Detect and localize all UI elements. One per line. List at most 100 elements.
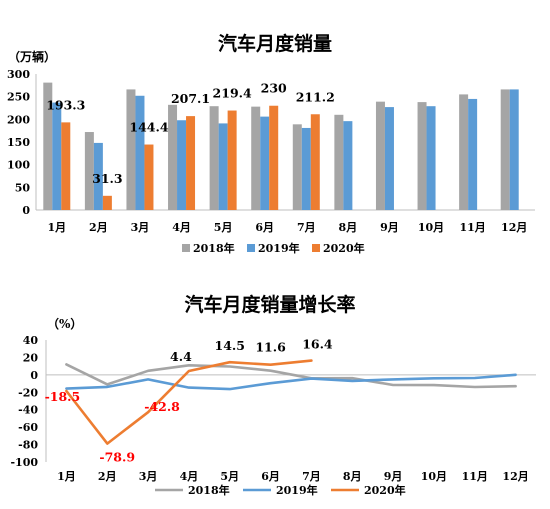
y-axis-unit-label: （万辆） — [8, 49, 56, 64]
x-tick-label: 5月 — [220, 470, 239, 483]
bar-2018年 — [84, 132, 94, 210]
bar-data-label: 207.1 — [171, 91, 210, 106]
bar-2018年 — [334, 114, 344, 210]
bar-2019年 — [343, 121, 353, 210]
line-data-label: -42.8 — [144, 399, 180, 414]
line-data-label: 11.6 — [255, 340, 286, 355]
bar-data-label: 230 — [261, 81, 287, 96]
bar-2020年 — [269, 105, 279, 210]
bar-2019年 — [177, 120, 187, 210]
legend-label: 2019年 — [276, 483, 318, 497]
bar-2020年 — [102, 195, 112, 210]
bar-2018年 — [417, 102, 427, 210]
bar-2020年 — [144, 144, 154, 210]
chart-title: 汽车月度销量 — [218, 32, 332, 55]
bar-2019年 — [135, 95, 145, 210]
legend-swatch-2018年 — [182, 244, 190, 252]
x-tick-label: 1月 — [47, 221, 66, 234]
x-tick-label: 5月 — [214, 221, 233, 234]
bar-2018年 — [459, 94, 469, 210]
y-tick-label: 100 — [7, 159, 30, 172]
x-tick-label: 11月 — [459, 221, 485, 234]
bar-2018年 — [500, 89, 510, 210]
x-tick-label: 2月 — [98, 470, 117, 483]
line-series-2018年 — [65, 363, 517, 389]
bar-2018年 — [251, 106, 261, 210]
x-tick-label: 7月 — [297, 221, 316, 234]
bar-2019年 — [509, 89, 519, 210]
bar-data-label: 144.4 — [129, 120, 168, 135]
bar-2019年 — [260, 116, 270, 210]
y-tick-label: 20 — [23, 351, 39, 364]
line-data-label: -18.5 — [45, 389, 81, 404]
y-tick-label: 40 — [23, 334, 39, 347]
bar-2019年 — [93, 142, 103, 210]
x-tick-label: 2月 — [89, 221, 108, 234]
x-tick-label: 9月 — [380, 221, 399, 234]
y-tick-label: 200 — [7, 113, 30, 126]
x-tick-label: 1月 — [57, 470, 76, 483]
legend-label: 2020年 — [364, 483, 406, 497]
bar-2019年 — [52, 102, 62, 210]
monthly-sales-bar-chart: 汽车月度销量 （万辆） 0 50 100 150 200 250 300 1月 2月 3月 4月 5月 6月… — [7, 32, 535, 255]
bar-2019年 — [426, 106, 436, 210]
y-axis-unit-label: （%） — [47, 316, 82, 331]
bar-data-label: 193.3 — [46, 97, 85, 112]
x-tick-label: 12月 — [502, 470, 528, 483]
bar-2018年 — [292, 124, 302, 210]
x-tick-label: 12月 — [501, 221, 527, 234]
y-tick-label: -20 — [18, 386, 38, 399]
bar-2018年 — [168, 104, 178, 210]
y-tick-label: 250 — [7, 91, 30, 104]
line-series-2020年 — [65, 359, 313, 445]
bar-2018年 — [43, 82, 53, 210]
bar-2019年 — [218, 123, 228, 210]
y-tick-label: -60 — [18, 421, 38, 434]
legend-label: 2018年 — [193, 241, 235, 255]
sales-growth-line-chart: 汽车月度销量增长率 （%） -100 -80 -60 -40 -20 0 20 40 1月 2月 3月 4… — [10, 293, 536, 497]
line-data-label: 14.5 — [215, 338, 245, 353]
bar-2019年 — [384, 107, 394, 210]
bar-2018年 — [375, 101, 385, 210]
x-tick-label: 4月 — [172, 221, 191, 234]
y-tick-label: 0 — [30, 369, 38, 382]
y-tick-label: 300 — [7, 68, 30, 81]
bar-2020年 — [310, 114, 320, 210]
y-tick-label: 0 — [22, 204, 30, 217]
bar-data-label: 211.2 — [296, 89, 335, 104]
chart-title: 汽车月度销量增长率 — [184, 293, 355, 316]
bar-2020年 — [61, 122, 71, 210]
line-data-label: -78.9 — [99, 450, 135, 465]
x-tick-label: 7月 — [302, 470, 321, 483]
y-tick-label: 50 — [15, 181, 31, 194]
y-tick-label: -40 — [18, 404, 38, 417]
x-tick-label: 3月 — [131, 221, 150, 234]
bar-2020年 — [227, 110, 237, 210]
line-series-2019年 — [65, 373, 517, 391]
x-tick-label: 4月 — [180, 470, 199, 483]
x-tick-label: 11月 — [462, 470, 488, 483]
x-tick-label: 8月 — [339, 221, 358, 234]
bar-2020年 — [186, 116, 196, 210]
bar-data-label: 219.4 — [213, 86, 252, 101]
line-data-label: 4.4 — [170, 349, 192, 364]
x-tick-label: 6月 — [255, 221, 274, 234]
bar-2019年 — [301, 127, 311, 210]
line-data-label: 16.4 — [302, 337, 333, 352]
bar-2019年 — [468, 98, 478, 210]
x-tick-label: 3月 — [139, 470, 158, 483]
legend-label: 2018年 — [188, 483, 230, 497]
legend-swatch-2019年 — [247, 244, 255, 252]
x-tick-label: 9月 — [384, 470, 403, 483]
legend-label: 2020年 — [323, 241, 365, 255]
x-tick-label: 6月 — [261, 470, 280, 483]
x-tick-label: 10月 — [418, 221, 444, 234]
legend-label: 2019年 — [258, 241, 300, 255]
bar-data-label: 31.3 — [92, 171, 122, 186]
y-tick-label: -80 — [18, 439, 38, 452]
bar-2018年 — [126, 89, 136, 210]
y-tick-label: 150 — [7, 136, 30, 149]
x-tick-label: 8月 — [343, 470, 362, 483]
x-tick-label: 10月 — [421, 470, 447, 483]
